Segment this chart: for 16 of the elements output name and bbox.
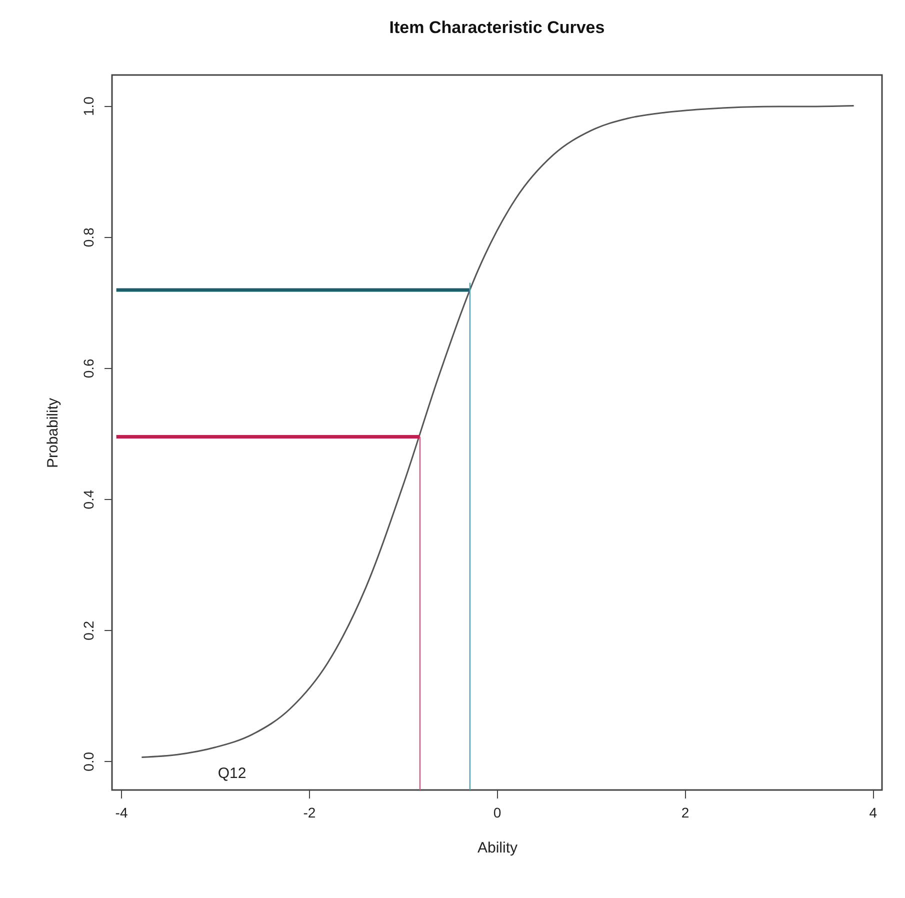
x-tick-label: -4 xyxy=(115,804,128,820)
x-tick-label: 2 xyxy=(681,804,690,820)
y-tick-label: 0.4 xyxy=(80,490,96,510)
x-tick-label: 4 xyxy=(869,804,878,820)
y-axis-title: Probability xyxy=(44,397,62,468)
line-series xyxy=(140,105,855,758)
x-axis-title: Ability xyxy=(477,840,518,856)
x-tick-label: -2 xyxy=(303,804,316,820)
annotation: Q12 xyxy=(218,765,246,782)
chart-title: Item Characteristic Curves xyxy=(389,18,605,37)
y-tick-label: 0.0 xyxy=(80,752,96,772)
y-tick-label: 0.8 xyxy=(80,227,96,248)
y-tick-label: 0.6 xyxy=(80,358,96,378)
y-tick-label: 1.0 xyxy=(80,96,96,116)
x-tick-label: 0 xyxy=(493,804,502,820)
y-tick-label: 0.2 xyxy=(80,620,96,640)
